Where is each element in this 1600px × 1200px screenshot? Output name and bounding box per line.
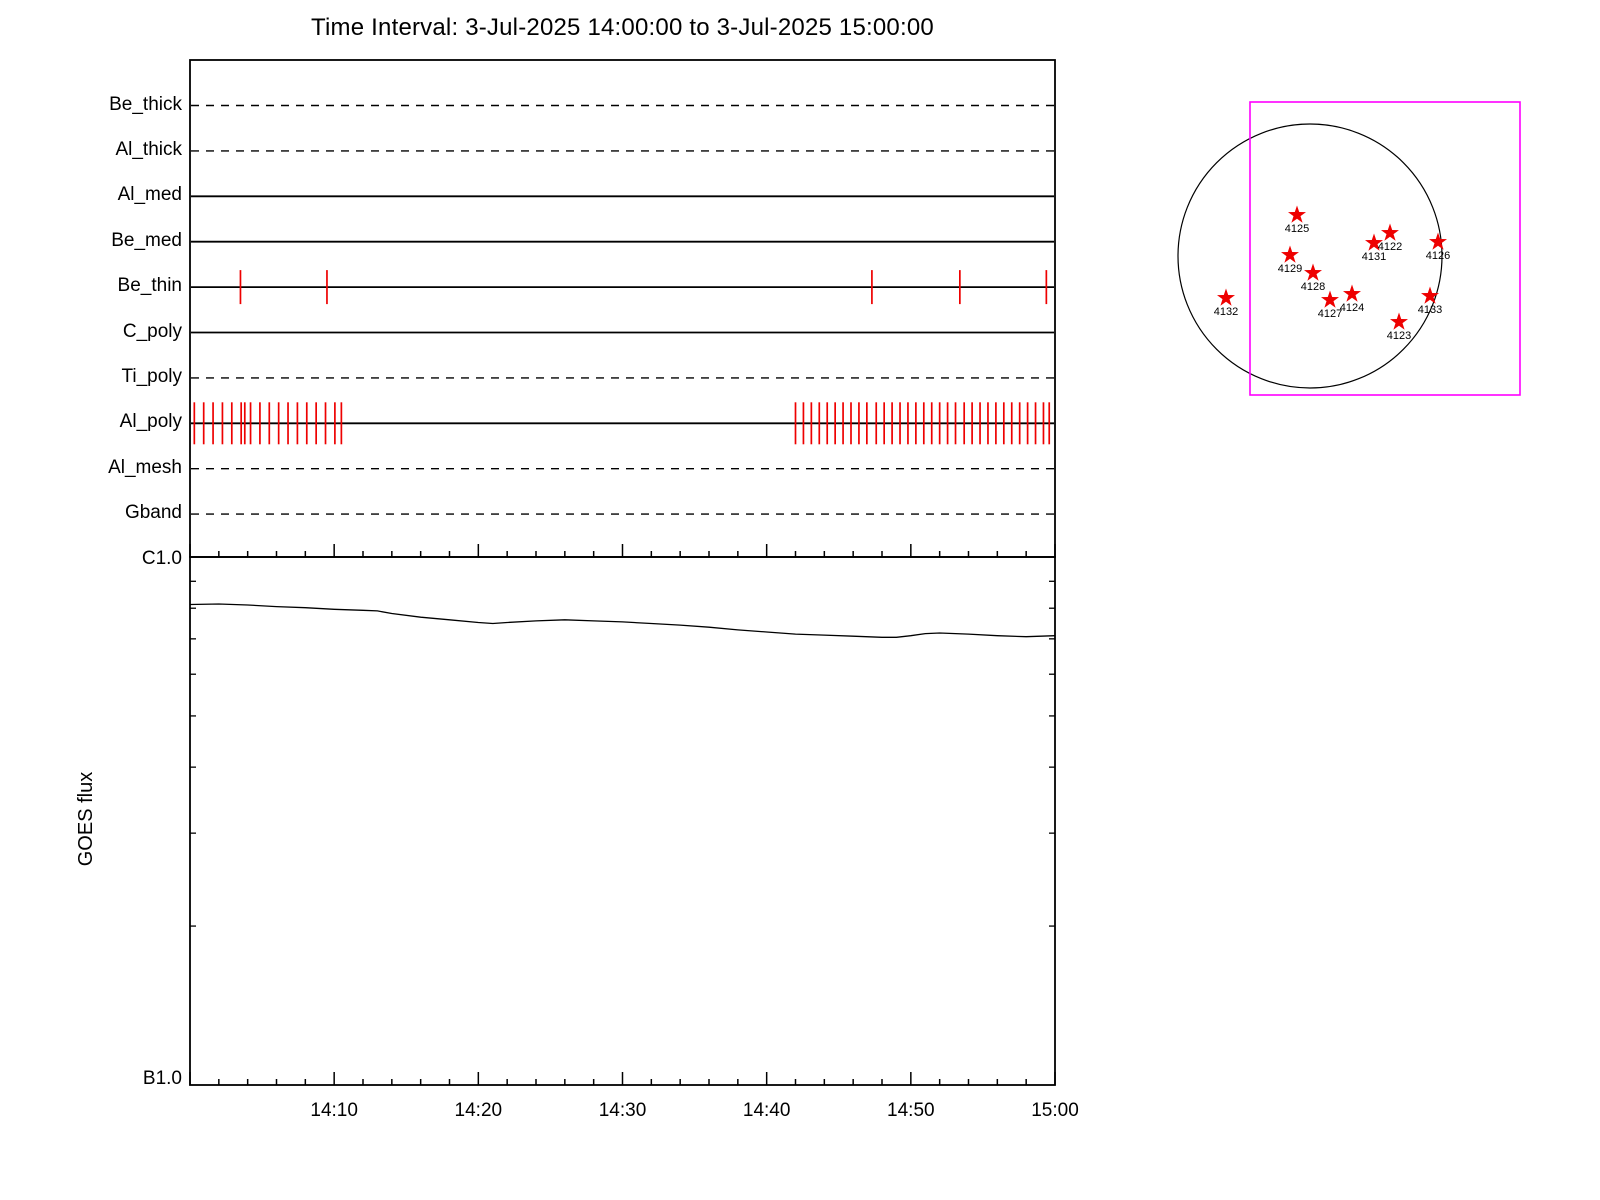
x-tick-label-14:40: 14:40 xyxy=(742,1100,791,1121)
solar-disk-circle xyxy=(1177,123,1443,389)
filter-label-C_poly: C_poly xyxy=(122,320,182,342)
filter-label-Be_thick: Be_thick xyxy=(109,93,182,115)
event-ticks-Be_thin xyxy=(239,270,1048,305)
active-region-star-4122 xyxy=(1381,223,1399,241)
filter-label-Al_poly: Al_poly xyxy=(119,411,182,433)
active-region-label-4131: 4131 xyxy=(1361,251,1387,263)
filter-label-Ti_poly: Ti_poly xyxy=(121,365,182,387)
active-region-label-4125: 4125 xyxy=(1284,223,1310,235)
active-region-label-4132: 4132 xyxy=(1213,306,1239,318)
filter-label-Al_med: Al_med xyxy=(117,184,182,206)
filter-rows xyxy=(191,104,1054,515)
active-region-star-4131 xyxy=(1365,233,1383,251)
active-region-star-4126 xyxy=(1429,232,1447,250)
active-region-star-4127 xyxy=(1321,290,1339,308)
active-region-label-4123: 4123 xyxy=(1386,330,1412,342)
active-region-label-4124: 4124 xyxy=(1339,302,1365,314)
active-region-star-4133 xyxy=(1421,286,1439,304)
active-region-label-4133: 4133 xyxy=(1417,304,1443,316)
active-region-label-4126: 4126 xyxy=(1425,250,1451,262)
active-region-label-4127: 4127 xyxy=(1317,308,1343,320)
active-region-label-4122: 4122 xyxy=(1377,241,1403,253)
page-title: Time Interval: 3-Jul-2025 14:00:00 to 3-… xyxy=(311,14,934,41)
active-region-star-4132 xyxy=(1217,288,1235,306)
timeline-panel-frame xyxy=(189,59,1056,558)
x-tick-label-14:20: 14:20 xyxy=(454,1100,503,1121)
fov-rectangle xyxy=(1249,101,1521,396)
event-ticks-Al_poly xyxy=(193,402,1051,445)
y-tick-label-b1: B1.0 xyxy=(142,1068,182,1089)
x-tick-label-14:50: 14:50 xyxy=(887,1100,935,1121)
goes-yaxis-minor-ticks xyxy=(190,580,1055,927)
filter-label-Al_thick: Al_thick xyxy=(115,138,182,160)
x-tick-label-14:10: 14:10 xyxy=(310,1100,358,1121)
solar-disk-panel xyxy=(1177,101,1521,396)
filter-label-Be_thin: Be_thin xyxy=(117,275,182,297)
active-region-label-4129: 4129 xyxy=(1277,263,1303,275)
filter-label-Be_med: Be_med xyxy=(111,229,182,251)
goes-flux-curve xyxy=(189,603,1056,638)
y-tick-label-c1: C1.0 xyxy=(141,548,182,569)
active-region-star-4123 xyxy=(1390,312,1408,330)
time-axis-ticks xyxy=(189,544,1056,1085)
filter-label-Gband: Gband xyxy=(124,502,182,524)
active-region-star-4125 xyxy=(1288,205,1306,223)
filter-label-Al_mesh: Al_mesh xyxy=(108,456,182,478)
active-region-star-4128 xyxy=(1304,263,1322,281)
goes-panel-frame xyxy=(189,556,1056,1086)
active-region-star-4129 xyxy=(1281,245,1299,263)
x-tick-label-14:30: 14:30 xyxy=(598,1100,647,1121)
active-region-star-4124 xyxy=(1343,284,1361,302)
active-region-label-4128: 4128 xyxy=(1300,281,1326,293)
x-tick-label-15:00: 15:00 xyxy=(1031,1100,1079,1121)
